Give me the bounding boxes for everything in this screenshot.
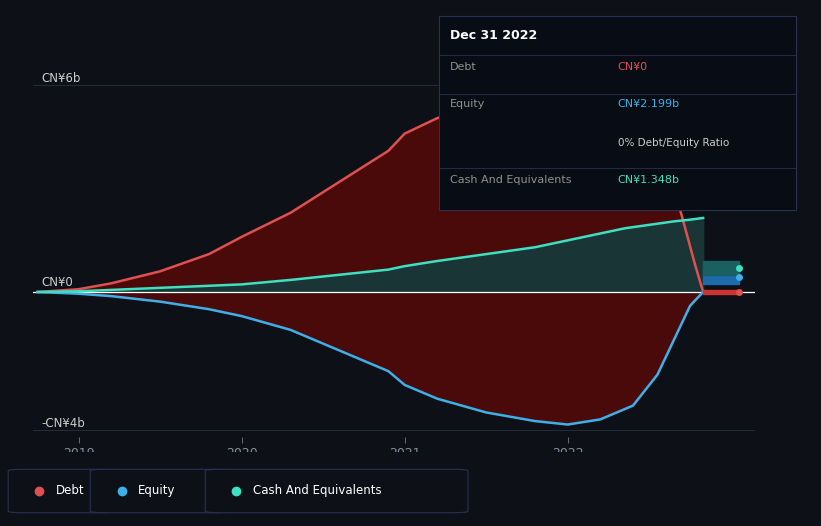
Text: CN¥0: CN¥0 — [618, 63, 648, 73]
Text: Equity: Equity — [450, 99, 485, 109]
Text: Equity: Equity — [138, 484, 176, 497]
Text: CN¥6b: CN¥6b — [41, 73, 80, 85]
FancyBboxPatch shape — [205, 469, 468, 513]
FancyBboxPatch shape — [90, 469, 230, 513]
Text: -CN¥4b: -CN¥4b — [41, 417, 85, 430]
Text: Cash And Equivalents: Cash And Equivalents — [253, 484, 382, 497]
Text: CN¥2.199b: CN¥2.199b — [618, 99, 680, 109]
Text: Cash And Equivalents: Cash And Equivalents — [450, 175, 571, 185]
Text: Debt: Debt — [450, 63, 477, 73]
Text: CN¥0: CN¥0 — [41, 276, 73, 289]
Text: 0% Debt/Equity Ratio: 0% Debt/Equity Ratio — [618, 138, 729, 148]
Text: CN¥1.348b: CN¥1.348b — [618, 175, 680, 185]
FancyBboxPatch shape — [8, 469, 115, 513]
Text: Debt: Debt — [56, 484, 85, 497]
Text: Dec 31 2022: Dec 31 2022 — [450, 29, 537, 43]
